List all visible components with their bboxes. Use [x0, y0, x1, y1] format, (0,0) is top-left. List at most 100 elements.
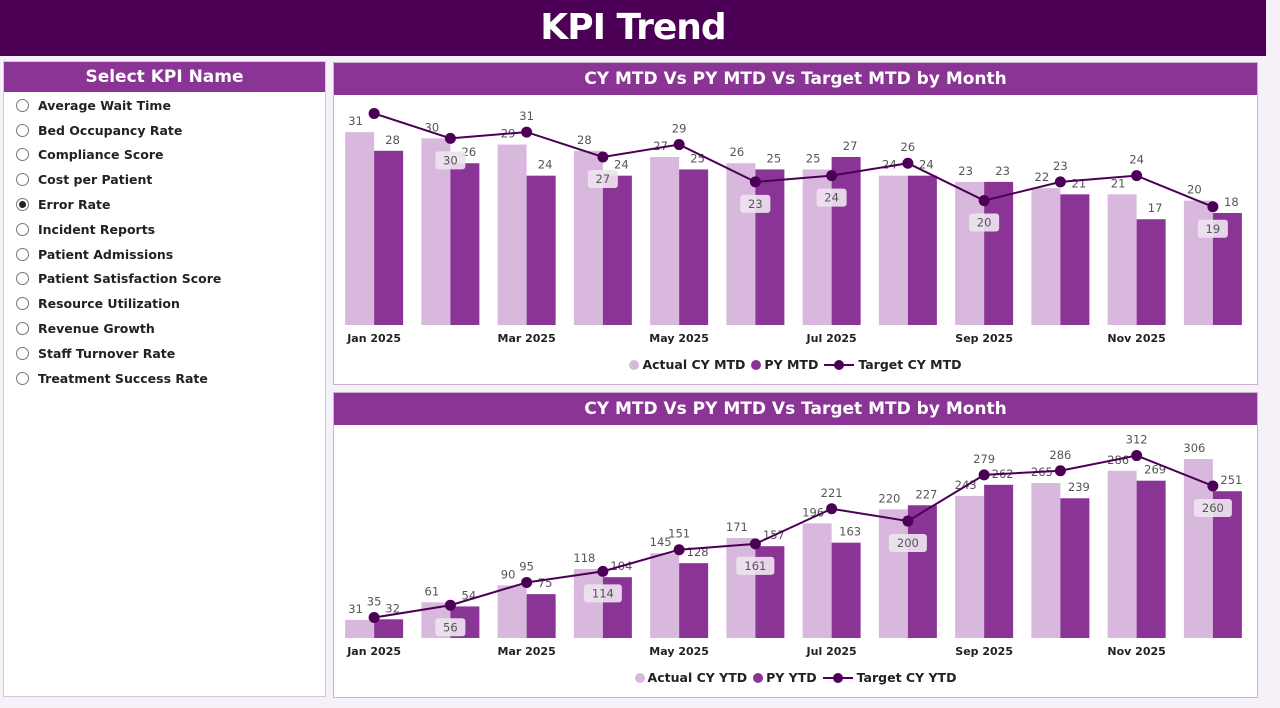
kpi-option[interactable]: Average Wait Time: [4, 93, 325, 118]
target-label-box: [1193, 498, 1232, 517]
radio-button-icon[interactable]: [16, 346, 29, 360]
actual-bar: [955, 495, 985, 638]
actual-data-label: 220: [878, 491, 900, 505]
kpi-option[interactable]: Incident Reports: [4, 217, 325, 242]
radio-button-icon[interactable]: [16, 297, 29, 311]
kpi-option-label: Resource Utilization: [38, 296, 180, 312]
target-marker: [826, 170, 838, 182]
actual-bar: [1183, 200, 1213, 325]
legend-target[interactable]: Target CY MTD: [824, 357, 962, 372]
legend-label: Actual CY MTD: [642, 357, 746, 372]
target-label-box: [435, 618, 466, 637]
actual-bar: [345, 619, 375, 638]
kpi-option[interactable]: Patient Admissions: [4, 242, 325, 267]
kpi-option[interactable]: Revenue Growth: [4, 316, 325, 341]
target-label-box: [740, 194, 771, 213]
chart-legend: Actual CY YTD PY YTD Target CY YTD: [334, 670, 1257, 685]
actual-bar: [1031, 188, 1061, 325]
actual-data-label: 23: [958, 164, 973, 178]
kpi-option[interactable]: Resource Utilization: [4, 291, 325, 316]
chart-legend: Actual CY MTD PY MTD Target CY MTD: [334, 357, 1257, 372]
actual-data-label: 31: [348, 602, 363, 616]
target-marker: [673, 139, 685, 151]
kpi-option-label: Average Wait Time: [38, 97, 171, 113]
legend-actual[interactable]: Actual CY YTD: [634, 670, 748, 685]
radio-button-icon[interactable]: [16, 247, 29, 261]
actual-data-label: 21: [1111, 176, 1126, 190]
target-label-box: [969, 213, 1000, 232]
py-data-label: 25: [767, 151, 782, 165]
actual-bar: [650, 553, 680, 638]
py-bar: [1136, 480, 1166, 638]
target-marker: [521, 576, 533, 588]
target-marker: [749, 176, 761, 188]
radio-button-icon[interactable]: [16, 198, 29, 212]
x-tick-label: Mar 2025: [498, 332, 556, 345]
mtd-chart-card: CY MTD Vs PY MTD Vs Target MTD by Month …: [333, 62, 1258, 385]
kpi-option-label: Patient Admissions: [38, 246, 174, 262]
legend-dot-icon: [753, 672, 764, 683]
kpi-option[interactable]: Cost per Patient: [4, 167, 325, 192]
py-data-label: 269: [1144, 463, 1166, 477]
legend-target[interactable]: Target CY YTD: [822, 670, 957, 685]
radio-button-icon[interactable]: [16, 371, 29, 385]
kpi-option[interactable]: Error Rate: [4, 192, 325, 217]
kpi-option[interactable]: Bed Occupancy Rate: [4, 118, 325, 143]
kpi-option-label: Staff Turnover Rate: [38, 345, 176, 361]
legend-label: Target CY YTD: [856, 670, 957, 685]
py-bar: [984, 181, 1014, 325]
actual-data-label: 20: [1187, 183, 1202, 197]
target-marker: [1131, 450, 1143, 462]
py-bar: [450, 163, 480, 325]
py-data-label: 239: [1068, 480, 1090, 494]
target-marker: [597, 151, 609, 163]
actual-data-label: 196: [802, 505, 824, 519]
target-data-label: 260: [1202, 501, 1224, 515]
actual-data-label: 27: [653, 139, 668, 153]
target-data-label: 95: [519, 559, 534, 573]
actual-bar: [955, 181, 985, 325]
page-title: KPI Trend: [0, 0, 1266, 56]
target-marker: [749, 538, 761, 550]
x-tick-label: Jul 2025: [806, 332, 857, 345]
target-data-label: 312: [1126, 433, 1148, 447]
py-data-label: 27: [843, 139, 858, 153]
kpi-option[interactable]: Treatment Success Rate: [4, 366, 325, 391]
x-tick-label: Nov 2025: [1107, 332, 1165, 345]
legend-label: PY YTD: [766, 670, 817, 685]
radio-button-icon[interactable]: [16, 322, 29, 336]
target-data-label: 29: [672, 122, 687, 136]
actual-data-label: 145: [650, 535, 672, 549]
target-marker: [902, 515, 914, 527]
legend-label: Actual CY YTD: [647, 670, 748, 685]
target-data-label: 23: [1053, 159, 1068, 173]
target-marker: [902, 157, 914, 169]
target-marker: [826, 503, 838, 515]
actual-data-label: 90: [501, 567, 516, 581]
actual-bar: [802, 523, 832, 638]
radio-button-icon[interactable]: [16, 272, 29, 286]
py-bar: [907, 175, 937, 325]
radio-button-icon[interactable]: [16, 148, 29, 162]
x-tick-label: Jan 2025: [346, 645, 401, 658]
kpi-option-label: Compliance Score: [38, 147, 164, 163]
legend-py[interactable]: PY MTD: [751, 357, 818, 372]
legend-actual[interactable]: Actual CY MTD: [629, 357, 745, 372]
target-label-box: [736, 556, 775, 575]
py-data-label: 163: [839, 525, 861, 539]
legend-py[interactable]: PY YTD: [753, 670, 817, 685]
radio-button-icon[interactable]: [16, 222, 29, 236]
actual-bar: [878, 175, 908, 325]
target-data-label: 24: [824, 191, 839, 205]
py-data-label: 23: [995, 164, 1010, 178]
target-data-label: 286: [1049, 448, 1071, 462]
radio-button-icon[interactable]: [16, 98, 29, 112]
kpi-option[interactable]: Compliance Score: [4, 143, 325, 168]
x-tick-label: Nov 2025: [1107, 645, 1165, 658]
legend-dot-icon: [629, 359, 640, 370]
kpi-option[interactable]: Patient Satisfaction Score: [4, 267, 325, 292]
radio-button-icon[interactable]: [16, 123, 29, 137]
kpi-option[interactable]: Staff Turnover Rate: [4, 341, 325, 366]
radio-button-icon[interactable]: [16, 173, 29, 187]
